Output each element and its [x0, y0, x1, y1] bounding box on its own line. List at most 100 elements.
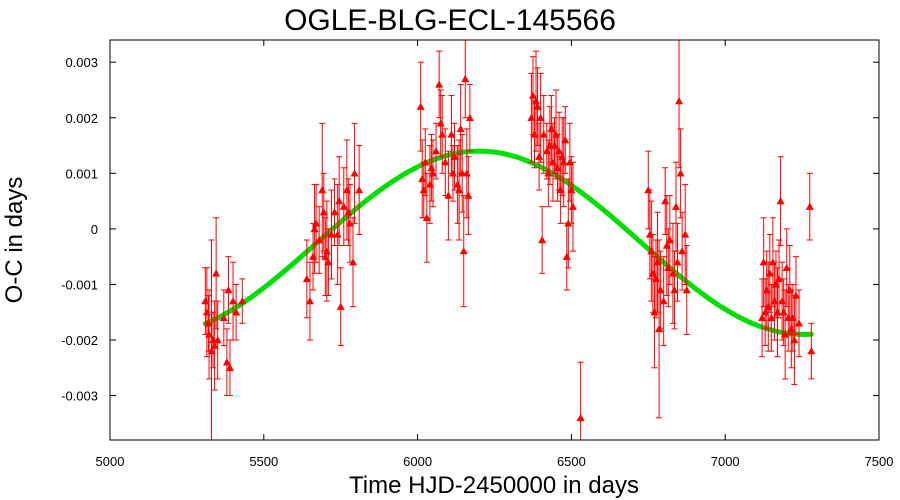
data-point [335, 156, 344, 247]
data-marker [349, 258, 358, 266]
data-point [776, 156, 785, 247]
data-marker [432, 147, 441, 155]
x-tick-label: 7500 [865, 454, 894, 469]
data-marker [790, 336, 799, 344]
chart-title: OGLE-BLG-ECL-145566 [284, 4, 616, 37]
data-marker [682, 286, 691, 294]
data-marker [678, 247, 687, 255]
y-tick-label: 0.001 [65, 166, 98, 181]
data-point [350, 122, 359, 224]
data-marker [459, 247, 468, 255]
data-marker [781, 330, 790, 338]
data-point [330, 178, 339, 247]
data-point [312, 183, 321, 263]
data-marker [335, 197, 344, 205]
data-point [432, 122, 441, 180]
data-marker [775, 274, 784, 283]
data-point [676, 128, 685, 219]
data-marker [324, 258, 333, 266]
data-marker [661, 197, 670, 205]
data-marker [767, 313, 776, 321]
data-point [202, 267, 211, 358]
data-marker [204, 319, 213, 327]
data-point [671, 161, 680, 252]
data-marker [336, 302, 345, 310]
data-marker [656, 286, 665, 294]
data-marker [327, 230, 336, 238]
data-point [302, 239, 311, 319]
data-point [661, 167, 670, 235]
y-tick-label: 0.002 [65, 111, 98, 126]
data-marker [535, 152, 544, 160]
y-axis-ticks: -0.003 -0.002 -0.001 0 0.001 0.002 0.003 [61, 55, 879, 404]
data-marker [538, 236, 547, 244]
data-marker [422, 213, 431, 221]
data-point [210, 300, 219, 391]
data-marker [213, 336, 222, 344]
data-point [428, 139, 437, 208]
data-marker [564, 219, 573, 227]
data-marker [807, 347, 816, 355]
data-point [568, 161, 577, 252]
x-tick-label: 6000 [403, 454, 432, 469]
data-marker [238, 297, 247, 305]
data-marker [675, 97, 684, 105]
data-marker [416, 102, 425, 110]
data-marker [562, 252, 571, 260]
data-marker [665, 236, 674, 244]
x-tick-label: 5000 [96, 454, 125, 469]
data-marker [222, 358, 231, 366]
data-point [673, 222, 682, 302]
data-point [339, 167, 348, 247]
data-marker [555, 147, 564, 155]
data-marker [568, 202, 577, 210]
data-marker [759, 258, 768, 266]
y-tick-label: -0.002 [61, 333, 98, 348]
data-marker [219, 313, 228, 321]
plot-frame [109, 39, 880, 441]
data-marker [232, 308, 241, 316]
y-tick-label: -0.003 [61, 389, 98, 404]
data-point [775, 239, 784, 319]
data-marker [779, 308, 788, 316]
data-marker [315, 236, 324, 244]
data-point [422, 172, 431, 263]
data-marker [229, 297, 238, 305]
x-axis-title: Time HJD-2450000 in days [349, 472, 639, 499]
data-marker [576, 413, 585, 421]
data-point [219, 289, 228, 347]
data-marker [676, 169, 685, 177]
x-tick-label: 7000 [711, 454, 740, 469]
data-point [767, 283, 776, 352]
data-marker [671, 202, 680, 210]
fit-curve-line [202, 148, 814, 337]
x-axis-ticks: 5000 5500 6000 6500 7000 7500 [96, 40, 894, 469]
data-marker [305, 297, 314, 305]
data-marker [224, 286, 233, 294]
data-point [444, 150, 453, 241]
data-marker [461, 74, 470, 83]
data-marker [782, 263, 791, 271]
data-point [464, 156, 473, 235]
data-point [675, 39, 684, 169]
data-marker [795, 319, 804, 327]
x-tick-label: 6500 [557, 454, 586, 469]
data-marker [350, 169, 359, 177]
data-marker [447, 130, 456, 138]
data-marker [202, 308, 211, 316]
data-marker [539, 130, 548, 138]
data-point [538, 206, 547, 274]
data-point [805, 172, 814, 241]
data-marker [805, 202, 814, 210]
data-point [461, 39, 470, 119]
data-point [564, 178, 573, 269]
data-marker [533, 102, 542, 110]
data-point [656, 250, 665, 330]
data-marker [670, 286, 679, 294]
data-marker [561, 136, 570, 144]
data-point [324, 228, 333, 297]
data-point [539, 95, 548, 174]
data-marker [456, 124, 465, 133]
data-point [459, 195, 468, 308]
x-tick-label: 5500 [249, 454, 278, 469]
